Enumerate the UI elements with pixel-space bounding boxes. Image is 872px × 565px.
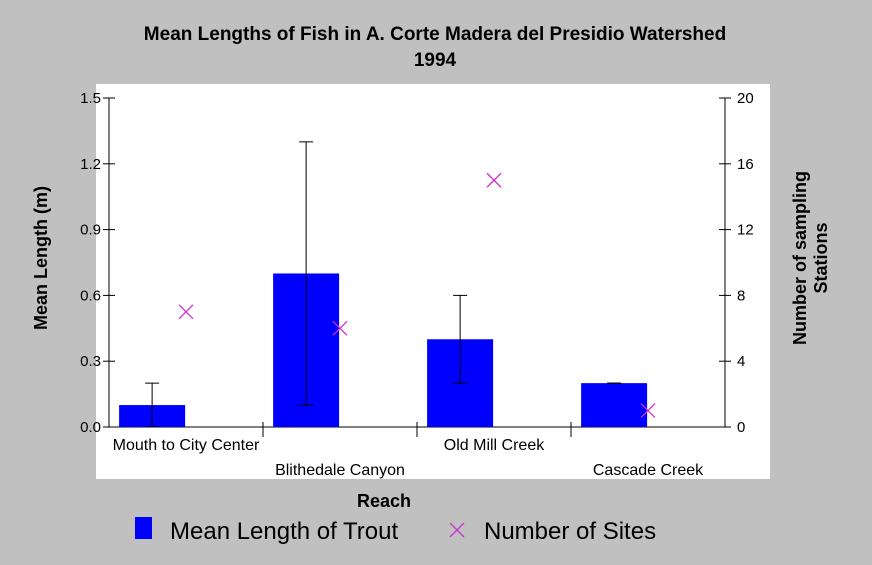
marker-stroke — [640, 403, 656, 419]
y-tick-label: 0.6 — [80, 287, 101, 304]
category-label: Blithedale Canyon — [275, 462, 405, 479]
y2-axis-title-line2: Stations — [811, 222, 831, 293]
category-label: Mouth to City Center — [113, 437, 260, 454]
legend-swatch-bars — [135, 517, 152, 539]
y2-tick-label: 8 — [737, 287, 745, 304]
marker-stroke — [486, 172, 502, 188]
category-label: Cascade Creek — [593, 462, 704, 479]
bar — [581, 383, 648, 427]
y-axis-title: Mean Length (m) — [31, 186, 51, 330]
y2-tick-label: 16 — [737, 156, 754, 173]
error-bars — [145, 141, 622, 428]
y-tick-label: 1.2 — [80, 156, 101, 173]
x-axis-ticks — [262, 422, 572, 437]
site-count-marker — [332, 320, 348, 336]
legend-label-markers: Number of Sites — [484, 518, 656, 545]
y-axis-ticks: 0.0 0.3 0.6 0.9 1.2 1.5 — [80, 90, 115, 436]
site-count-marker — [178, 304, 194, 320]
y-tick-label: 0.9 — [80, 222, 101, 239]
y-tick-label: 0.0 — [80, 419, 101, 436]
y2-tick-label: 12 — [737, 222, 754, 239]
category-labels: Mouth to City Center Blithedale Canyon Old… — [113, 437, 705, 479]
y2-axis-ticks: 0 4 8 12 16 20 — [719, 90, 754, 436]
y2-tick-label: 20 — [737, 90, 754, 107]
chart-title: Mean Lengths of Fish in A. Corte Madera … — [144, 24, 726, 45]
legend: Mean Length of Trout Number of Sites — [135, 517, 656, 545]
marker-stroke — [178, 304, 194, 320]
site-count-marker — [640, 403, 656, 419]
y-tick-label: 1.5 — [80, 90, 101, 107]
site-count-series — [178, 172, 656, 419]
category-label: Old Mill Creek — [444, 437, 545, 454]
legend-label-bars: Mean Length of Trout — [170, 518, 398, 545]
marker-stroke — [332, 320, 348, 336]
chart-subtitle: 1994 — [414, 50, 457, 71]
y2-tick-label: 4 — [737, 353, 745, 370]
y2-tick-label: 0 — [737, 419, 745, 436]
site-count-marker — [486, 172, 502, 188]
legend-swatch-markers — [449, 522, 465, 538]
x-axis-title: Reach — [357, 491, 411, 511]
y-tick-label: 0.3 — [80, 353, 101, 370]
y2-axis-title-line1: Number of sampling — [790, 171, 810, 345]
